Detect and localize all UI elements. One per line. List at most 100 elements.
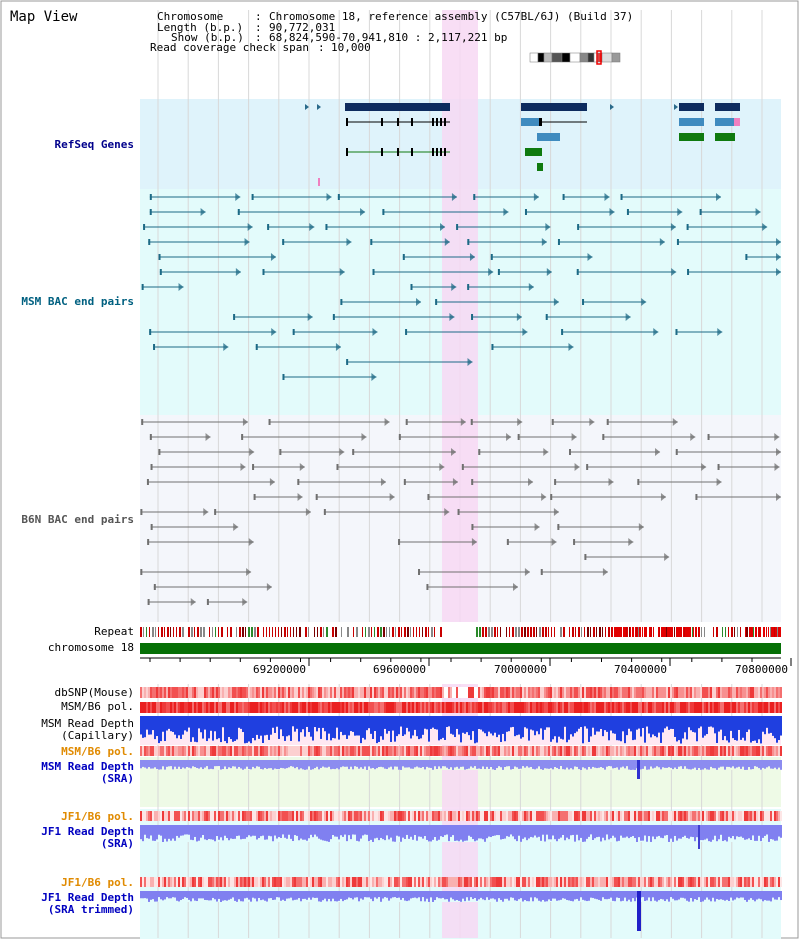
msm-pol2-heat	[446, 746, 448, 756]
jf1-trim-depth-bar	[164, 891, 166, 900]
jf1-pol-heat	[200, 811, 202, 821]
dbsnp-heat	[388, 687, 390, 698]
jf1-depth-bar	[218, 825, 220, 840]
strand-arrow-icon	[674, 104, 678, 110]
jf1-depth-bar	[714, 825, 716, 836]
repeat-mark	[212, 627, 213, 637]
jf1-pol-heat	[322, 811, 324, 821]
jf1-pol2-heat	[758, 877, 760, 887]
b6n-bac-pair-end	[707, 434, 710, 440]
msm-depth-sra-bar	[284, 760, 286, 769]
msm-depth-sra-bar	[324, 760, 326, 768]
msm-depth-sra-bar	[776, 760, 778, 770]
jf1-trim-depth-bar	[260, 891, 262, 901]
repeat-mark	[401, 627, 402, 637]
length-key: Length (b.p.)	[157, 21, 244, 34]
msm-pol-heat	[158, 702, 160, 713]
track-label-dbsnp: dbSNP(Mouse)	[54, 686, 134, 699]
repeat-mark	[506, 627, 507, 637]
track-label-refseq[interactable]: RefSeq Genes	[54, 138, 134, 151]
msm-depth-capillary-bar	[686, 716, 688, 740]
msm-depth-sra-bar	[382, 760, 384, 768]
msm-depth-capillary-bar	[268, 716, 270, 740]
msm-pol2-heat	[200, 746, 202, 756]
msm-depth-capillary-bar	[220, 716, 222, 743]
b6n-bac-pair-end	[774, 463, 780, 471]
jf1-trim-depth-bar	[508, 891, 510, 901]
msm-depth-sra-bar	[544, 760, 546, 769]
msm-depth-capillary-bar	[192, 716, 194, 738]
jf1-depth-bar	[676, 825, 678, 841]
msm-pol2-heat	[390, 746, 392, 756]
repeat-mark	[296, 627, 297, 637]
jf1-pol2-heat	[496, 877, 498, 887]
msm-depth-capillary-bar	[184, 716, 186, 731]
jf1-pol2-heat	[748, 877, 750, 887]
track-label-msm-bac[interactable]: MSM BAC end pairs	[21, 295, 134, 308]
msm-depth-capillary-bar	[600, 716, 602, 729]
jf1-trim-depth-bar	[390, 891, 392, 899]
msm-pol-heat	[442, 702, 444, 713]
b6n-bac-pair-end	[551, 538, 557, 546]
jf1-depth-bar	[390, 825, 392, 838]
msm-pol-heat	[730, 702, 732, 713]
msm-pol-heat	[538, 702, 540, 713]
jf1-trim-depth-bar	[456, 891, 458, 900]
dbsnp-heat	[742, 687, 744, 698]
repeat-mark	[269, 627, 270, 637]
msm-pol-heat	[352, 702, 354, 713]
jf1-depth-bar	[154, 825, 156, 841]
track-label-b6n-bac[interactable]: B6N BAC end pairs	[21, 513, 134, 526]
msm-pol2-heat	[364, 746, 366, 756]
jf1-pol2-heat	[352, 877, 354, 887]
jf1-pol-heat	[382, 811, 384, 821]
repeat-mark	[630, 627, 631, 637]
jf1-depth-bar	[280, 825, 282, 839]
msm-depth-capillary-bar	[684, 716, 686, 733]
msm-pol2-heat	[600, 746, 602, 756]
msm-pol-heat	[228, 702, 230, 713]
jf1-pol-heat	[352, 811, 354, 821]
msm-depth-sra-bar	[470, 760, 472, 767]
repeat-mark	[293, 627, 294, 637]
msm-depth-capillary-bar	[282, 716, 284, 737]
jf1-depth-bar	[532, 825, 534, 838]
jf1-pol-heat	[270, 811, 272, 821]
jf1-depth-bar	[300, 825, 302, 839]
msm-depth-sra-bar	[520, 760, 522, 769]
jf1-trim-depth-bar	[418, 891, 420, 898]
track-label-msm-pol-1: MSM/B6 pol.	[61, 700, 134, 713]
jf1-trim-depth-bar	[558, 891, 560, 901]
jf1-pol-heat	[312, 811, 314, 821]
msm-depth-capillary-bar	[618, 716, 620, 741]
repeat-mark	[245, 627, 246, 637]
repeat-mark	[488, 627, 490, 637]
jf1-pol-heat	[460, 811, 462, 821]
jf1-pol-heat	[192, 811, 194, 821]
jf1-depth-bar	[540, 825, 542, 841]
jf1-pol2-heat	[566, 877, 568, 887]
msm-pol-heat	[498, 702, 500, 713]
msm-depth-sra-bar	[222, 760, 224, 770]
msm-pol2-heat	[714, 746, 716, 756]
msm-depth-capillary-bar	[732, 716, 734, 739]
jf1-depth-bar	[642, 825, 644, 841]
jf1-trim-depth-bar	[530, 891, 532, 898]
jf1-pol2-heat	[362, 877, 364, 887]
jf1-pol2-heat	[694, 877, 696, 887]
jf1-depth-bar	[158, 825, 160, 835]
jf1-trim-depth-bar	[174, 891, 176, 898]
msm-pol-heat	[402, 702, 404, 713]
jf1-trim-depth-bar	[692, 891, 694, 902]
msm-pol2-heat	[492, 746, 494, 756]
msm-depth-sra-bar	[214, 760, 216, 767]
msm-depth-capillary-bar	[382, 716, 384, 740]
jf1-pol2-heat	[208, 877, 210, 887]
dbsnp-heat	[590, 687, 592, 698]
msm-depth-sra-bar	[480, 760, 482, 769]
repeat-mark	[646, 627, 647, 637]
msm-pol2-heat	[552, 746, 554, 756]
msm-pol2-heat	[496, 746, 498, 756]
